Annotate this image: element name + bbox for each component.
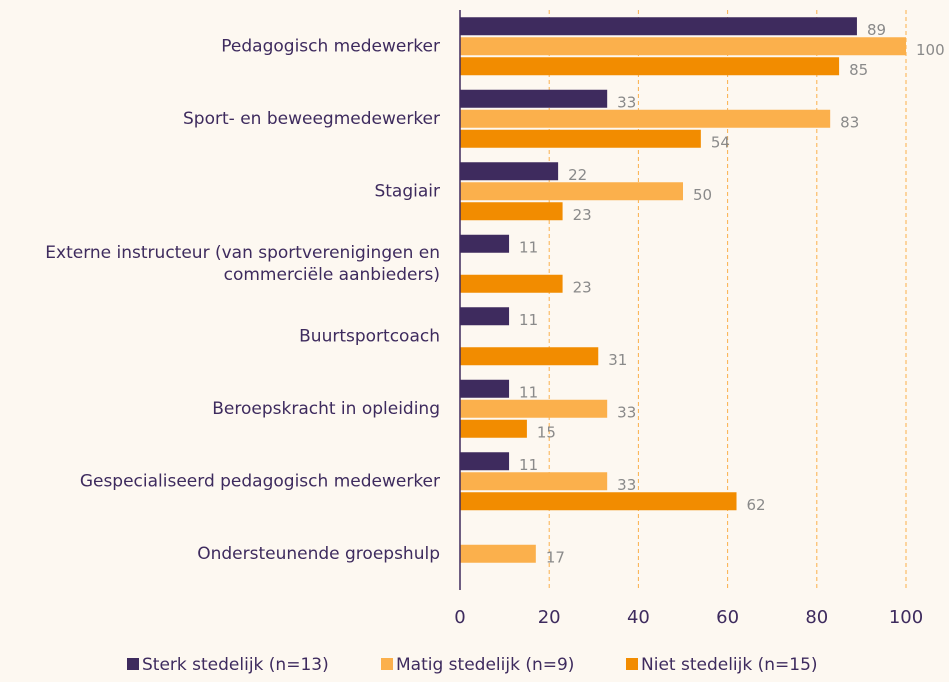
value-label: 11 — [519, 456, 538, 474]
bar — [460, 129, 701, 148]
value-label: 23 — [573, 278, 592, 296]
value-label: 31 — [608, 351, 627, 369]
legend-label: Niet stedelijk (n=15) — [641, 655, 818, 675]
value-label: 85 — [849, 61, 868, 79]
value-label: 33 — [617, 403, 636, 421]
bar — [460, 182, 683, 201]
category-label: Sport- en beweegmedewerker — [183, 109, 440, 129]
bar — [460, 89, 608, 108]
bar — [460, 379, 510, 398]
value-label: 83 — [840, 113, 859, 131]
category-label: Gespecialiseerd pedagogisch medewerker — [80, 471, 440, 491]
bar — [460, 202, 563, 221]
category-label: Stagiair — [374, 181, 440, 201]
category-label: Buurtsportcoach — [299, 326, 440, 346]
bar — [460, 472, 608, 491]
bar — [460, 162, 559, 181]
bar — [460, 37, 906, 56]
legend-swatch — [626, 658, 638, 670]
x-tick-label: 20 — [538, 607, 561, 628]
value-label: 89 — [867, 21, 886, 39]
bar — [460, 234, 510, 253]
value-label: 22 — [568, 166, 587, 184]
bar — [460, 419, 527, 438]
value-label: 62 — [747, 496, 766, 514]
value-label: 100 — [916, 41, 945, 59]
value-label: 23 — [573, 206, 592, 224]
bar — [460, 492, 737, 511]
category-label: Externe instructeur (van sportvereniging… — [45, 243, 440, 285]
bar — [460, 57, 840, 76]
bar — [460, 544, 536, 563]
value-label: 33 — [617, 93, 636, 111]
bar — [460, 307, 510, 326]
category-label: Ondersteunende groepshulp — [197, 544, 440, 564]
value-label: 33 — [617, 476, 636, 494]
value-label: 54 — [711, 133, 730, 151]
value-label: 17 — [546, 548, 565, 566]
x-tick-label: 60 — [716, 607, 739, 628]
value-label: 11 — [519, 311, 538, 329]
value-label: 15 — [537, 423, 556, 441]
x-tick-label: 100 — [889, 607, 923, 628]
x-tick-label: 80 — [805, 607, 828, 628]
value-label: 11 — [519, 383, 538, 401]
legend-swatch — [127, 658, 139, 670]
bar — [460, 17, 857, 36]
category-label: Pedagogisch medewerker — [221, 36, 440, 56]
value-label: 11 — [519, 238, 538, 256]
legend-label: Sterk stedelijk (n=13) — [142, 655, 329, 675]
bar — [460, 452, 510, 471]
legend-label: Matig stedelijk (n=9) — [396, 655, 574, 675]
legend-swatch — [381, 658, 393, 670]
bar — [460, 274, 563, 293]
bar — [460, 347, 599, 366]
value-label: 50 — [693, 186, 712, 204]
x-tick-label: 40 — [627, 607, 650, 628]
bar — [460, 399, 608, 418]
x-tick-label: 0 — [454, 607, 465, 628]
bar — [460, 109, 831, 128]
category-label: Beroepskracht in opleiding — [212, 399, 440, 419]
